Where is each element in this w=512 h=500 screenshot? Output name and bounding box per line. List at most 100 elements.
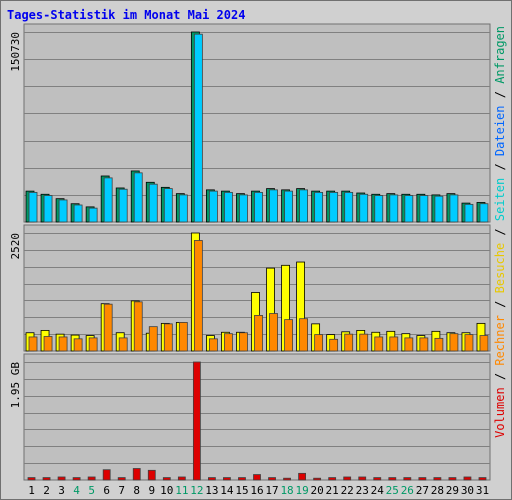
- x-tick-label-day-2: 2: [43, 484, 50, 497]
- legend-entry-: /: [493, 293, 507, 315]
- bar-rechner-day-1: [28, 336, 38, 352]
- bar-dateien-day-24: [374, 195, 384, 223]
- plot-area-3: [23, 353, 491, 481]
- bar-rechner-day-14: [224, 333, 233, 352]
- bar-rechner-day-30: [464, 334, 474, 352]
- bar-rechner-day-18: [284, 319, 293, 352]
- x-tick-label-day-10: 10: [160, 484, 173, 497]
- bar-volumen-day-11: [177, 476, 186, 481]
- x-tick-label-day-31: 31: [476, 484, 489, 497]
- bar-dateien-day-26: [404, 195, 414, 223]
- x-tick-label-day-14: 14: [220, 484, 234, 497]
- legend-entry-anfragen: Anfragen: [493, 26, 507, 84]
- legend-entry-dateien: Dateien: [493, 105, 507, 156]
- bar-rechner-day-31: [479, 335, 489, 352]
- x-tick-label-day-24: 24: [371, 484, 385, 497]
- bar-dateien-day-30: [464, 203, 474, 223]
- bar-volumen-day-24: [373, 477, 382, 481]
- bar-rechner-day-10: [163, 323, 173, 352]
- x-tick-label-day-13: 13: [205, 484, 218, 497]
- bar-dateien-day-6: [103, 177, 113, 223]
- x-tick-label-day-11: 11: [175, 484, 188, 497]
- bar-volumen-day-26: [403, 477, 412, 481]
- bar-rechner-day-17: [269, 313, 278, 352]
- bar-volumen-day-10: [162, 477, 171, 481]
- x-tick-label-day-12: 12: [190, 484, 203, 497]
- bar-dateien-day-21: [329, 191, 339, 223]
- bar-volumen-day-12: [192, 361, 201, 481]
- bar-volumen-day-25: [388, 477, 397, 481]
- bar-dateien-day-31: [479, 203, 489, 223]
- legend-entry-: /: [493, 84, 507, 106]
- bar-dateien-day-27: [419, 195, 429, 223]
- bar-dateien-day-4: [73, 204, 83, 223]
- bar-volumen-day-19: [298, 472, 306, 481]
- bar-rechner-day-12: [193, 240, 203, 352]
- x-tick-label-day-26: 26: [401, 484, 414, 497]
- bar-rechner-day-25: [389, 336, 399, 352]
- bar-rechner-day-27: [419, 337, 429, 352]
- x-tick-label-day-5: 5: [88, 484, 95, 497]
- bar-rechner-day-4: [73, 338, 83, 352]
- x-tick-label-day-7: 7: [118, 484, 125, 497]
- bar-dateien-day-8: [133, 172, 143, 223]
- x-tick-label-day-22: 22: [341, 484, 354, 497]
- bar-volumen-day-14: [223, 477, 231, 481]
- bar-rechner-day-8: [133, 301, 143, 352]
- bar-volumen-day-3: [57, 476, 66, 481]
- bar-dateien-day-1: [28, 191, 38, 223]
- y-max-label: 1.95 GB: [9, 362, 22, 409]
- bar-rechner-day-9: [148, 326, 158, 352]
- legend-entry-seiten: Seiten: [493, 178, 507, 221]
- legend-entry-: /: [493, 156, 507, 178]
- legend-entry-volumen: Volumen: [493, 387, 507, 438]
- x-tick-label-day-21: 21: [326, 484, 339, 497]
- bar-volumen-day-1: [27, 477, 36, 481]
- bar-volumen-day-16: [253, 474, 261, 481]
- bar-rechner-day-28: [434, 337, 444, 352]
- bar-dateien-day-5: [88, 207, 98, 223]
- bar-dateien-day-2: [43, 195, 53, 223]
- bar-dateien-day-20: [314, 191, 324, 223]
- bar-dateien-day-23: [359, 193, 369, 223]
- bar-volumen-day-27: [418, 477, 427, 481]
- bar-dateien-day-12: [193, 33, 203, 223]
- bar-rechner-day-23: [359, 333, 369, 352]
- bar-dateien-day-13: [209, 190, 218, 223]
- bar-volumen-day-7: [117, 477, 126, 481]
- legend-entry-rechner: Rechner: [493, 315, 507, 366]
- bar-dateien-day-10: [163, 188, 173, 223]
- bar-volumen-day-5: [87, 476, 96, 481]
- bar-volumen-day-4: [72, 477, 81, 481]
- x-tick-label-day-29: 29: [446, 484, 459, 497]
- bar-rechner-day-11: [178, 322, 188, 352]
- bar-rechner-day-19: [299, 318, 308, 352]
- bar-volumen-day-15: [238, 477, 246, 481]
- chart-title: Tages-Statistik im Monat Mai 2024: [7, 8, 246, 22]
- bar-rechner-day-6: [103, 303, 113, 352]
- bar-volumen-day-17: [268, 477, 276, 481]
- legend-entry-: /: [493, 366, 507, 388]
- bar-rechner-day-20: [314, 334, 324, 352]
- x-tick-label-day-19: 19: [295, 484, 308, 497]
- bar-rechner-day-21: [329, 338, 339, 352]
- bar-dateien-day-17: [269, 189, 278, 223]
- x-tick-label-day-6: 6: [103, 484, 110, 497]
- x-tick-label-day-17: 17: [265, 484, 278, 497]
- bar-rechner-day-13: [209, 338, 218, 352]
- x-tick-label-day-15: 15: [235, 484, 248, 497]
- bar-volumen-day-8: [132, 468, 141, 481]
- x-tick-label-day-8: 8: [133, 484, 140, 497]
- bar-rechner-day-5: [88, 337, 98, 352]
- bar-volumen-day-2: [42, 477, 51, 481]
- x-tick-label-day-16: 16: [250, 484, 263, 497]
- bar-dateien-day-11: [178, 194, 188, 223]
- bar-dateien-day-18: [284, 190, 293, 223]
- bar-volumen-day-21: [328, 477, 337, 481]
- bar-volumen-day-20: [313, 477, 322, 481]
- x-tick-label-day-18: 18: [280, 484, 293, 497]
- bar-dateien-day-29: [449, 194, 459, 223]
- bar-dateien-day-9: [148, 183, 158, 223]
- bar-rechner-day-24: [374, 336, 384, 352]
